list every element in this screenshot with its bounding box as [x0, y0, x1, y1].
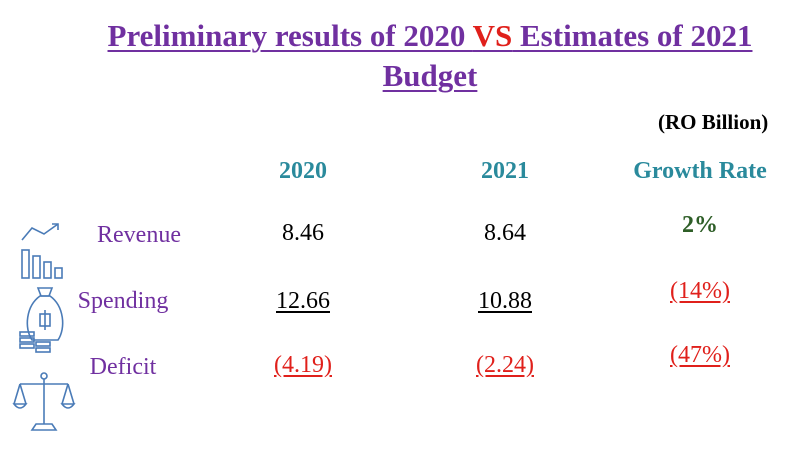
spending-2020-value: 12.66	[276, 288, 330, 314]
column-header-2021: 2021	[481, 158, 529, 184]
title-vs: VS	[472, 18, 513, 53]
column-header-2020: 2020	[279, 158, 327, 184]
revenue-2020-value: 8.46	[282, 220, 324, 246]
balance-scale-icon	[12, 368, 76, 439]
money-bag-icon	[18, 284, 70, 359]
deficit-2021-value: (2.24)	[476, 352, 534, 378]
slide-title-line-2: Budget	[60, 58, 800, 94]
bar-chart-trend-icon	[18, 218, 66, 285]
unit-label: (RO Billion)	[658, 110, 769, 134]
title-part-3: Budget	[382, 58, 478, 93]
revenue-2021-value: 8.64	[484, 220, 526, 246]
deficit-growth-value: (47%)	[670, 342, 730, 368]
row-label-deficit: Deficit	[89, 354, 157, 380]
row-label-revenue: Revenue	[97, 222, 181, 248]
deficit-2020-value: (4.19)	[274, 352, 332, 378]
spending-2021-value: 10.88	[478, 288, 532, 314]
column-header-growth-rate: Growth Rate	[633, 158, 767, 184]
spending-growth-value: (14%)	[670, 278, 730, 304]
revenue-growth-value: 2%	[682, 212, 718, 238]
title-part-1: Preliminary results of 2020	[107, 18, 473, 53]
slide-title-line-1: Preliminary results of 2020 VS Estimates…	[60, 18, 800, 54]
title-part-2: Estimates of 2021	[512, 18, 753, 53]
row-label-spending: Spending	[77, 288, 169, 314]
